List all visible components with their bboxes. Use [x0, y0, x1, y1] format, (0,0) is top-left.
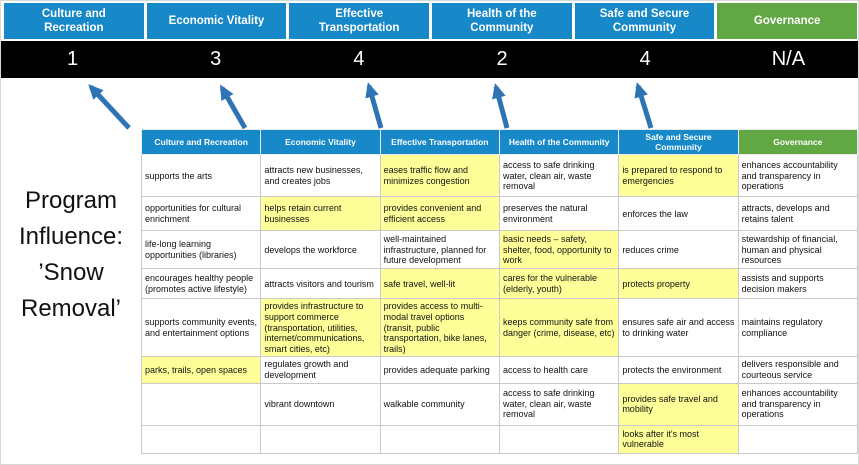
- table-cell: [498, 424, 620, 454]
- table-row: looks after it's most vulnerable: [140, 424, 858, 454]
- table-cell-highlighted: helps retain current businesses: [260, 196, 381, 232]
- table-cell-highlighted: cares for the vulnerable (elderly, youth…: [498, 268, 620, 300]
- influence-table: Culture and Recreation Economic Vitality E…: [140, 128, 858, 454]
- table-cell: enhances accountability and transparency…: [737, 382, 858, 426]
- table-row: supports community events, and entertain…: [140, 298, 858, 358]
- table-row: supports the arts attracts new businesses…: [140, 154, 858, 198]
- table-cell: vibrant downtown: [260, 382, 381, 426]
- up-arrow-icon: [88, 84, 131, 130]
- table-row: vibrant downtown walkable community access…: [140, 382, 858, 426]
- table-cell: supports community events, and entertain…: [140, 298, 262, 358]
- table-header-safe-and-secure-community: Safe and Secure Community: [618, 128, 739, 156]
- table-cell: develops the workforce: [260, 230, 381, 270]
- pillar-header-safe-and-secure-community: Safe and Secure Community: [574, 3, 715, 39]
- table-cell-highlighted: protects property: [618, 268, 739, 300]
- table-cell: walkable community: [379, 382, 500, 426]
- table-cell: supports the arts: [140, 154, 262, 198]
- table-cell: protects the environment: [618, 356, 739, 384]
- table-cell: [379, 424, 500, 454]
- pillar-header-economic-vitality: Economic Vitality: [146, 3, 287, 39]
- table-header-effective-transportation: Effective Transportation: [379, 128, 500, 156]
- table-cell-highlighted: keeps community safe from danger (crime,…: [498, 298, 620, 358]
- table-cell: enhances accountability and transparency…: [737, 154, 858, 198]
- table-header-culture-and-recreation: Culture and Recreation: [140, 128, 262, 156]
- score-value-health-of-the-community: 2: [496, 48, 508, 70]
- table-cell-highlighted: provides convenient and efficient access: [379, 196, 500, 232]
- table-cell: preserves the natural environment: [498, 196, 620, 232]
- score-value-economic-vitality: 3: [210, 48, 222, 70]
- table-cell: delivers responsible and courteous servi…: [737, 356, 858, 384]
- table-cell-highlighted: looks after it's most vulnerable: [618, 424, 739, 454]
- table-row: encourages healthy people (promotes acti…: [140, 268, 858, 300]
- table-header-governance: Governance: [737, 128, 858, 156]
- table-cell-highlighted: is prepared to respond to emergencies: [618, 154, 739, 198]
- pillar-header-culture-and-recreation: Culture and Recreation: [4, 3, 144, 39]
- table-cell: attracts new businesses, and creates job…: [260, 154, 381, 198]
- table-cell: access to health care: [498, 356, 620, 384]
- table-header-health-of-the-community: Health of the Community: [498, 128, 620, 156]
- table-cell: life-long learning opportunities (librar…: [140, 230, 262, 270]
- pillar-header-effective-transportation: Effective Transportation: [289, 3, 429, 39]
- up-arrow-icon: [492, 83, 510, 129]
- table-cell: assists and supports decision makers: [737, 268, 858, 300]
- table-cell: [140, 382, 262, 426]
- up-arrow-icon: [365, 82, 384, 129]
- table-cell-highlighted: parks, trails, open spaces: [140, 356, 262, 384]
- table-cell: [140, 424, 262, 454]
- table-cell: provides adequate parking: [379, 356, 500, 384]
- table-cell: stewardship of financial, human and phys…: [737, 230, 858, 270]
- table-cell: attracts, develops and retains talent: [737, 196, 858, 232]
- score-value-governance: N/A: [771, 48, 806, 70]
- table-row: parks, trails, open spaces regulates grow…: [140, 356, 858, 384]
- pillar-header-health-of-the-community: Health of the Community: [432, 3, 572, 39]
- table-cell-highlighted: basic needs – safety, shelter, food, opp…: [498, 230, 620, 270]
- up-arrow-icon: [634, 82, 654, 129]
- table-cell: access to safe drinking water, clean air…: [498, 382, 620, 426]
- table-cell-highlighted: safe travel, well-lit: [379, 268, 500, 300]
- table-cell: well-maintained infrastructure, planned …: [379, 230, 500, 270]
- table-cell-highlighted: eases traffic flow and minimizes congest…: [379, 154, 500, 198]
- table-cell: opportunities for cultural enrichment: [140, 196, 262, 232]
- table-cell: ensures safe air and access to drinking …: [618, 298, 739, 358]
- table-cell-highlighted: provides infrastructure to support comme…: [260, 298, 381, 358]
- table-cell-highlighted: provides safe travel and mobility: [618, 382, 739, 426]
- score-bar: 1 3 4 2 4 N/A: [1, 41, 858, 78]
- program-influence-title: Program Influence: ’Snow Removal’: [18, 187, 124, 322]
- table-cell: access to safe drinking water, clean air…: [498, 154, 620, 198]
- score-value-safe-and-secure-community: 4: [639, 48, 651, 70]
- table-cell: reduces crime: [618, 230, 739, 270]
- pillar-banner: Culture and Recreation Economic Vitality E…: [4, 3, 857, 39]
- table-cell: attracts visitors and tourism: [260, 268, 381, 300]
- pillar-header-governance: Governance: [717, 3, 857, 39]
- table-cell: [260, 424, 381, 454]
- table-cell-highlighted: provides access to multi-modal travel op…: [379, 298, 500, 358]
- table-cell: regulates growth and development: [260, 356, 381, 384]
- up-arrow-icon: [219, 84, 248, 130]
- arrows-layer: [88, 82, 654, 130]
- table-cell: maintains regulatory compliance: [737, 298, 858, 358]
- table-row: life-long learning opportunities (librar…: [140, 230, 858, 270]
- table-row: opportunities for cultural enrichment hel…: [140, 196, 858, 232]
- table-cell: [737, 424, 858, 454]
- table-cell: enforces the law: [618, 196, 739, 232]
- table-cell: encourages healthy people (promotes acti…: [140, 268, 262, 300]
- score-value-culture-and-recreation: 1: [67, 48, 79, 70]
- table-header-economic-vitality: Economic Vitality: [260, 128, 381, 156]
- score-value-effective-transportation: 4: [353, 48, 365, 70]
